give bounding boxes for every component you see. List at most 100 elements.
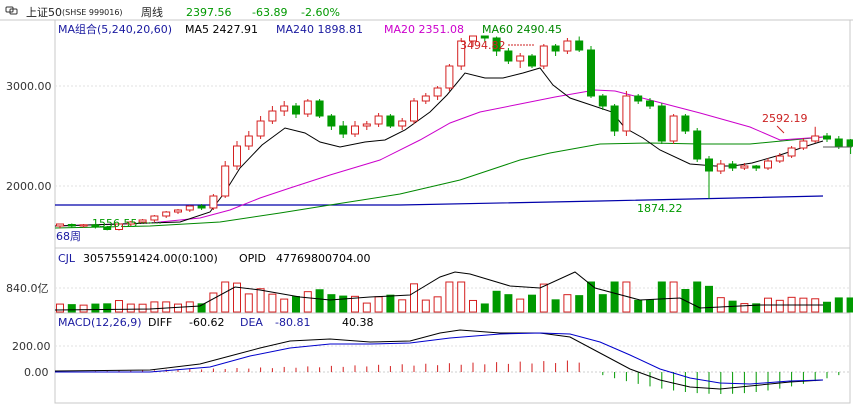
candle-body xyxy=(799,140,808,149)
volume-bar xyxy=(657,281,666,313)
volume-bar xyxy=(280,298,289,313)
volume-bar xyxy=(398,299,407,313)
volume-bar xyxy=(846,297,853,313)
volume-bar xyxy=(221,281,230,313)
candle-body xyxy=(681,115,690,132)
volume-bar xyxy=(315,289,324,313)
opid-value: 47769800704.00 xyxy=(276,252,370,265)
candle-body xyxy=(150,215,159,221)
macd-diff-value: -60.62 xyxy=(189,316,224,329)
volume-bar xyxy=(103,303,112,313)
volume-bar xyxy=(646,299,654,313)
candle-body xyxy=(91,224,100,228)
volume-bar xyxy=(56,303,64,313)
candle-body xyxy=(445,65,454,89)
candle-body xyxy=(386,115,395,127)
volume-bar xyxy=(162,301,171,313)
candle-body xyxy=(174,209,182,213)
volume-bars xyxy=(56,281,853,313)
recent-high-annotation: 2592.19 xyxy=(762,112,808,125)
candle-body xyxy=(693,130,702,160)
volume-bar xyxy=(504,294,513,313)
volume-bar xyxy=(492,290,501,313)
volume-bar xyxy=(480,303,489,313)
period-label: 周线 xyxy=(141,5,163,19)
candle-body xyxy=(126,221,135,225)
candle-body xyxy=(598,95,607,107)
volume-bar xyxy=(150,301,159,313)
candle-body xyxy=(315,100,324,117)
volume-bar xyxy=(67,304,76,313)
candle-body xyxy=(469,35,477,42)
candle-body xyxy=(622,95,631,132)
volume-bar xyxy=(716,297,725,313)
macd-dea-label: DEA xyxy=(240,316,263,329)
volume-ma-line xyxy=(54,271,823,311)
candle-body xyxy=(339,125,348,135)
candle-body xyxy=(197,205,206,209)
candle-body xyxy=(716,163,725,172)
volume-bar xyxy=(528,294,536,313)
symbol-title: 上证50 xyxy=(26,6,62,19)
macd-diff-line xyxy=(54,329,824,390)
candle-body xyxy=(634,95,643,102)
candle-body xyxy=(221,165,230,197)
volume-bar xyxy=(410,283,418,313)
volume-bar xyxy=(209,292,218,313)
recent-high-pointer xyxy=(776,125,785,134)
volume-bar xyxy=(421,299,430,313)
volume-bar xyxy=(563,294,572,313)
ma240-legend: MA240 1898.81 xyxy=(276,23,363,36)
volume-bar xyxy=(445,281,454,313)
candle-body xyxy=(587,49,595,97)
candle-body xyxy=(823,135,831,140)
candle-body xyxy=(233,145,241,167)
candle-body xyxy=(504,50,513,62)
candle-body xyxy=(303,100,312,115)
link-icon[interactable] xyxy=(5,6,18,15)
volume-bar xyxy=(327,294,336,313)
ma5-line xyxy=(54,67,824,227)
macd-dea-value: -80.81 xyxy=(275,316,310,329)
volume-bar xyxy=(303,291,312,313)
candle-body xyxy=(551,45,560,52)
volume-bar xyxy=(374,296,383,313)
candle-body xyxy=(256,120,265,137)
volume-bar xyxy=(126,303,135,313)
ma60-line xyxy=(54,136,824,229)
price-tick-3000: 3000.00 xyxy=(6,80,52,93)
high-annotation: 3494.82 xyxy=(460,39,506,52)
candle-body xyxy=(646,100,654,107)
candle-body xyxy=(752,165,761,169)
volume-bar xyxy=(752,303,761,313)
volume-bar xyxy=(433,296,442,313)
volume-bar xyxy=(244,293,253,313)
price-tick-2000: 2000.00 xyxy=(6,180,52,193)
candle-body xyxy=(292,105,300,115)
volume-bar xyxy=(351,295,359,313)
candle-body xyxy=(563,40,572,52)
last-price: 2397.56 xyxy=(186,6,232,19)
candle-body xyxy=(280,105,289,112)
volume-bar xyxy=(610,281,619,313)
volume-bar xyxy=(516,298,525,313)
candle-body xyxy=(327,115,336,127)
candle-body xyxy=(244,135,253,147)
candle-body xyxy=(787,147,796,157)
volume-bar xyxy=(705,285,713,313)
volume-bar xyxy=(740,303,749,313)
volume-bar xyxy=(539,283,548,313)
candle-body xyxy=(575,40,584,51)
candle-body xyxy=(56,223,64,227)
volume-bar xyxy=(233,282,241,313)
volume-bar xyxy=(268,293,277,313)
volume-bar xyxy=(256,288,265,313)
volume-bar xyxy=(138,303,147,313)
candle-body xyxy=(138,219,147,223)
volume-bar xyxy=(362,302,371,313)
ma5-legend: MA5 2427.91 xyxy=(185,23,258,36)
ma240-line xyxy=(55,195,824,206)
ma20-line xyxy=(54,89,824,227)
candle-body xyxy=(811,135,820,142)
macd-dea-line xyxy=(55,332,824,385)
